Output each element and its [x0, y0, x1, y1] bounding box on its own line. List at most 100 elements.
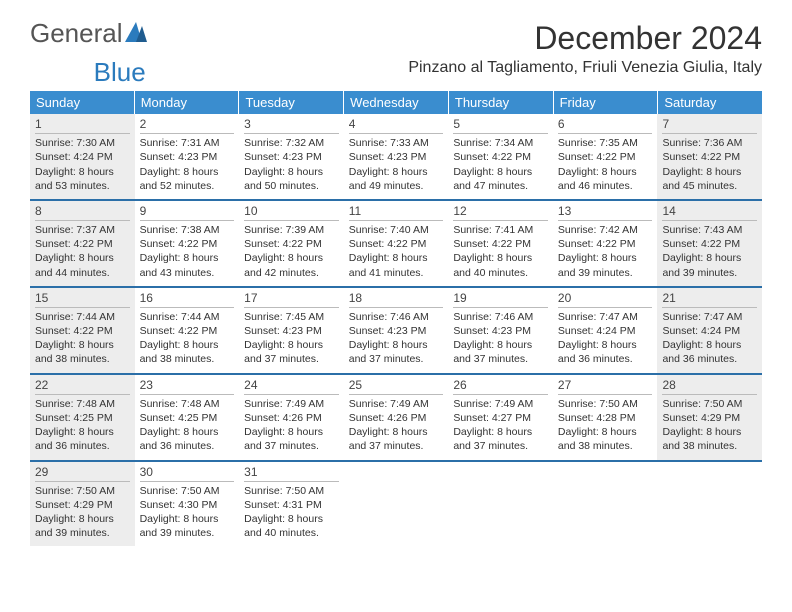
- day-cell: 6Sunrise: 7:35 AMSunset: 4:22 PMDaylight…: [553, 114, 658, 199]
- day-sunset: Sunset: 4:30 PM: [140, 498, 235, 512]
- week-row: 1Sunrise: 7:30 AMSunset: 4:24 PMDaylight…: [30, 114, 762, 199]
- day-d1: Daylight: 8 hours: [244, 165, 339, 179]
- day-cell: 24Sunrise: 7:49 AMSunset: 4:26 PMDayligh…: [239, 375, 344, 460]
- day-number: 16: [140, 291, 153, 305]
- day-number: 9: [140, 204, 147, 218]
- day-sunrise: Sunrise: 7:39 AM: [244, 223, 339, 237]
- day-sunset: Sunset: 4:29 PM: [35, 498, 130, 512]
- day-sunset: Sunset: 4:22 PM: [35, 237, 130, 251]
- day-sunset: Sunset: 4:22 PM: [244, 237, 339, 251]
- day-sunrise: Sunrise: 7:45 AM: [244, 310, 339, 324]
- day-d2: and 45 minutes.: [662, 179, 757, 193]
- day-sunrise: Sunrise: 7:36 AM: [662, 136, 757, 150]
- day-number: 23: [140, 378, 153, 392]
- day-number: 12: [453, 204, 466, 218]
- day-sunrise: Sunrise: 7:37 AM: [35, 223, 130, 237]
- day-cell: 17Sunrise: 7:45 AMSunset: 4:23 PMDayligh…: [239, 288, 344, 373]
- day-number-wrap: 21: [662, 290, 757, 308]
- day-number: 15: [35, 291, 48, 305]
- day-sunrise: Sunrise: 7:41 AM: [453, 223, 548, 237]
- day-d2: and 52 minutes.: [140, 179, 235, 193]
- day-number: 20: [558, 291, 571, 305]
- weekday-sat: Saturday: [658, 91, 762, 114]
- day-d2: and 47 minutes.: [453, 179, 548, 193]
- day-number-wrap: 28: [662, 377, 757, 395]
- logo-icon: [125, 20, 147, 46]
- day-sunrise: Sunrise: 7:50 AM: [662, 397, 757, 411]
- day-d1: Daylight: 8 hours: [244, 425, 339, 439]
- day-sunrise: Sunrise: 7:50 AM: [140, 484, 235, 498]
- day-number-wrap: 23: [140, 377, 235, 395]
- weekday-sun: Sunday: [30, 91, 135, 114]
- day-cell: 16Sunrise: 7:44 AMSunset: 4:22 PMDayligh…: [135, 288, 240, 373]
- day-number: 3: [244, 117, 251, 131]
- weekday-mon: Monday: [135, 91, 240, 114]
- day-number-wrap: 9: [140, 203, 235, 221]
- day-number: 29: [35, 465, 48, 479]
- day-d2: and 39 minutes.: [140, 526, 235, 540]
- day-number-wrap: 11: [349, 203, 444, 221]
- day-sunrise: Sunrise: 7:30 AM: [35, 136, 130, 150]
- day-d2: and 39 minutes.: [35, 526, 130, 540]
- day-sunset: Sunset: 4:28 PM: [558, 411, 653, 425]
- day-cell: 2Sunrise: 7:31 AMSunset: 4:23 PMDaylight…: [135, 114, 240, 199]
- day-d1: Daylight: 8 hours: [453, 251, 548, 265]
- day-number: 28: [662, 378, 675, 392]
- day-sunset: Sunset: 4:22 PM: [558, 237, 653, 251]
- weekday-wed: Wednesday: [344, 91, 449, 114]
- day-cell: 27Sunrise: 7:50 AMSunset: 4:28 PMDayligh…: [553, 375, 658, 460]
- day-d2: and 44 minutes.: [35, 266, 130, 280]
- day-sunset: Sunset: 4:24 PM: [35, 150, 130, 164]
- day-cell: [657, 462, 762, 547]
- day-sunrise: Sunrise: 7:35 AM: [558, 136, 653, 150]
- day-number: 13: [558, 204, 571, 218]
- day-number-wrap: 29: [35, 464, 130, 482]
- day-number: 6: [558, 117, 565, 131]
- day-sunset: Sunset: 4:22 PM: [349, 237, 444, 251]
- day-d1: Daylight: 8 hours: [140, 251, 235, 265]
- day-cell: 20Sunrise: 7:47 AMSunset: 4:24 PMDayligh…: [553, 288, 658, 373]
- day-cell: 12Sunrise: 7:41 AMSunset: 4:22 PMDayligh…: [448, 201, 553, 286]
- day-cell: 8Sunrise: 7:37 AMSunset: 4:22 PMDaylight…: [30, 201, 135, 286]
- day-sunset: Sunset: 4:23 PM: [453, 324, 548, 338]
- day-d2: and 36 minutes.: [662, 352, 757, 366]
- day-d2: and 37 minutes.: [453, 352, 548, 366]
- calendar-page: General December 2024 Pinzano al Tagliam…: [0, 0, 792, 566]
- day-d1: Daylight: 8 hours: [35, 425, 130, 439]
- day-d1: Daylight: 8 hours: [558, 338, 653, 352]
- day-d2: and 46 minutes.: [558, 179, 653, 193]
- day-sunset: Sunset: 4:22 PM: [140, 324, 235, 338]
- day-d2: and 38 minutes.: [558, 439, 653, 453]
- day-sunrise: Sunrise: 7:49 AM: [244, 397, 339, 411]
- day-d1: Daylight: 8 hours: [558, 425, 653, 439]
- day-sunset: Sunset: 4:23 PM: [140, 150, 235, 164]
- day-d2: and 37 minutes.: [453, 439, 548, 453]
- day-number: 25: [349, 378, 362, 392]
- day-sunset: Sunset: 4:25 PM: [35, 411, 130, 425]
- day-sunrise: Sunrise: 7:38 AM: [140, 223, 235, 237]
- day-number-wrap: 5: [453, 116, 548, 134]
- weekday-header-row: Sunday Monday Tuesday Wednesday Thursday…: [30, 91, 762, 114]
- week-row: 22Sunrise: 7:48 AMSunset: 4:25 PMDayligh…: [30, 373, 762, 460]
- week-row: 15Sunrise: 7:44 AMSunset: 4:22 PMDayligh…: [30, 286, 762, 373]
- day-sunrise: Sunrise: 7:46 AM: [349, 310, 444, 324]
- day-number: 21: [662, 291, 675, 305]
- day-d1: Daylight: 8 hours: [453, 425, 548, 439]
- day-number: 17: [244, 291, 257, 305]
- day-sunrise: Sunrise: 7:32 AM: [244, 136, 339, 150]
- day-cell: 22Sunrise: 7:48 AMSunset: 4:25 PMDayligh…: [30, 375, 135, 460]
- day-cell: 13Sunrise: 7:42 AMSunset: 4:22 PMDayligh…: [553, 201, 658, 286]
- day-d2: and 39 minutes.: [558, 266, 653, 280]
- day-number-wrap: 15: [35, 290, 130, 308]
- day-d2: and 37 minutes.: [349, 439, 444, 453]
- day-sunrise: Sunrise: 7:47 AM: [662, 310, 757, 324]
- day-number: 14: [662, 204, 675, 218]
- day-sunset: Sunset: 4:23 PM: [349, 150, 444, 164]
- day-cell: 10Sunrise: 7:39 AMSunset: 4:22 PMDayligh…: [239, 201, 344, 286]
- day-number-wrap: 18: [349, 290, 444, 308]
- day-sunrise: Sunrise: 7:31 AM: [140, 136, 235, 150]
- day-sunrise: Sunrise: 7:49 AM: [349, 397, 444, 411]
- day-number-wrap: 6: [558, 116, 653, 134]
- day-d1: Daylight: 8 hours: [662, 425, 757, 439]
- day-sunset: Sunset: 4:22 PM: [558, 150, 653, 164]
